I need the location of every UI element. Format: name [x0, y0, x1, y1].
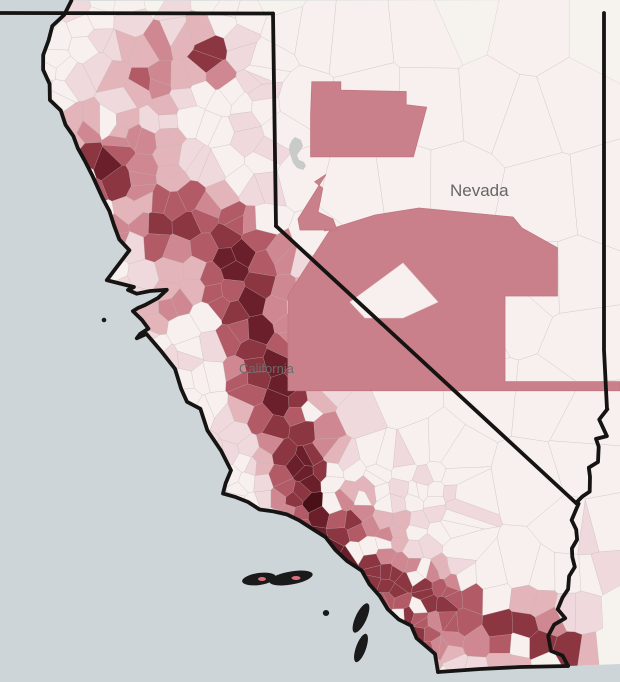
svg-text:Nevada: Nevada: [450, 181, 509, 200]
svg-text:California: California: [239, 361, 295, 376]
